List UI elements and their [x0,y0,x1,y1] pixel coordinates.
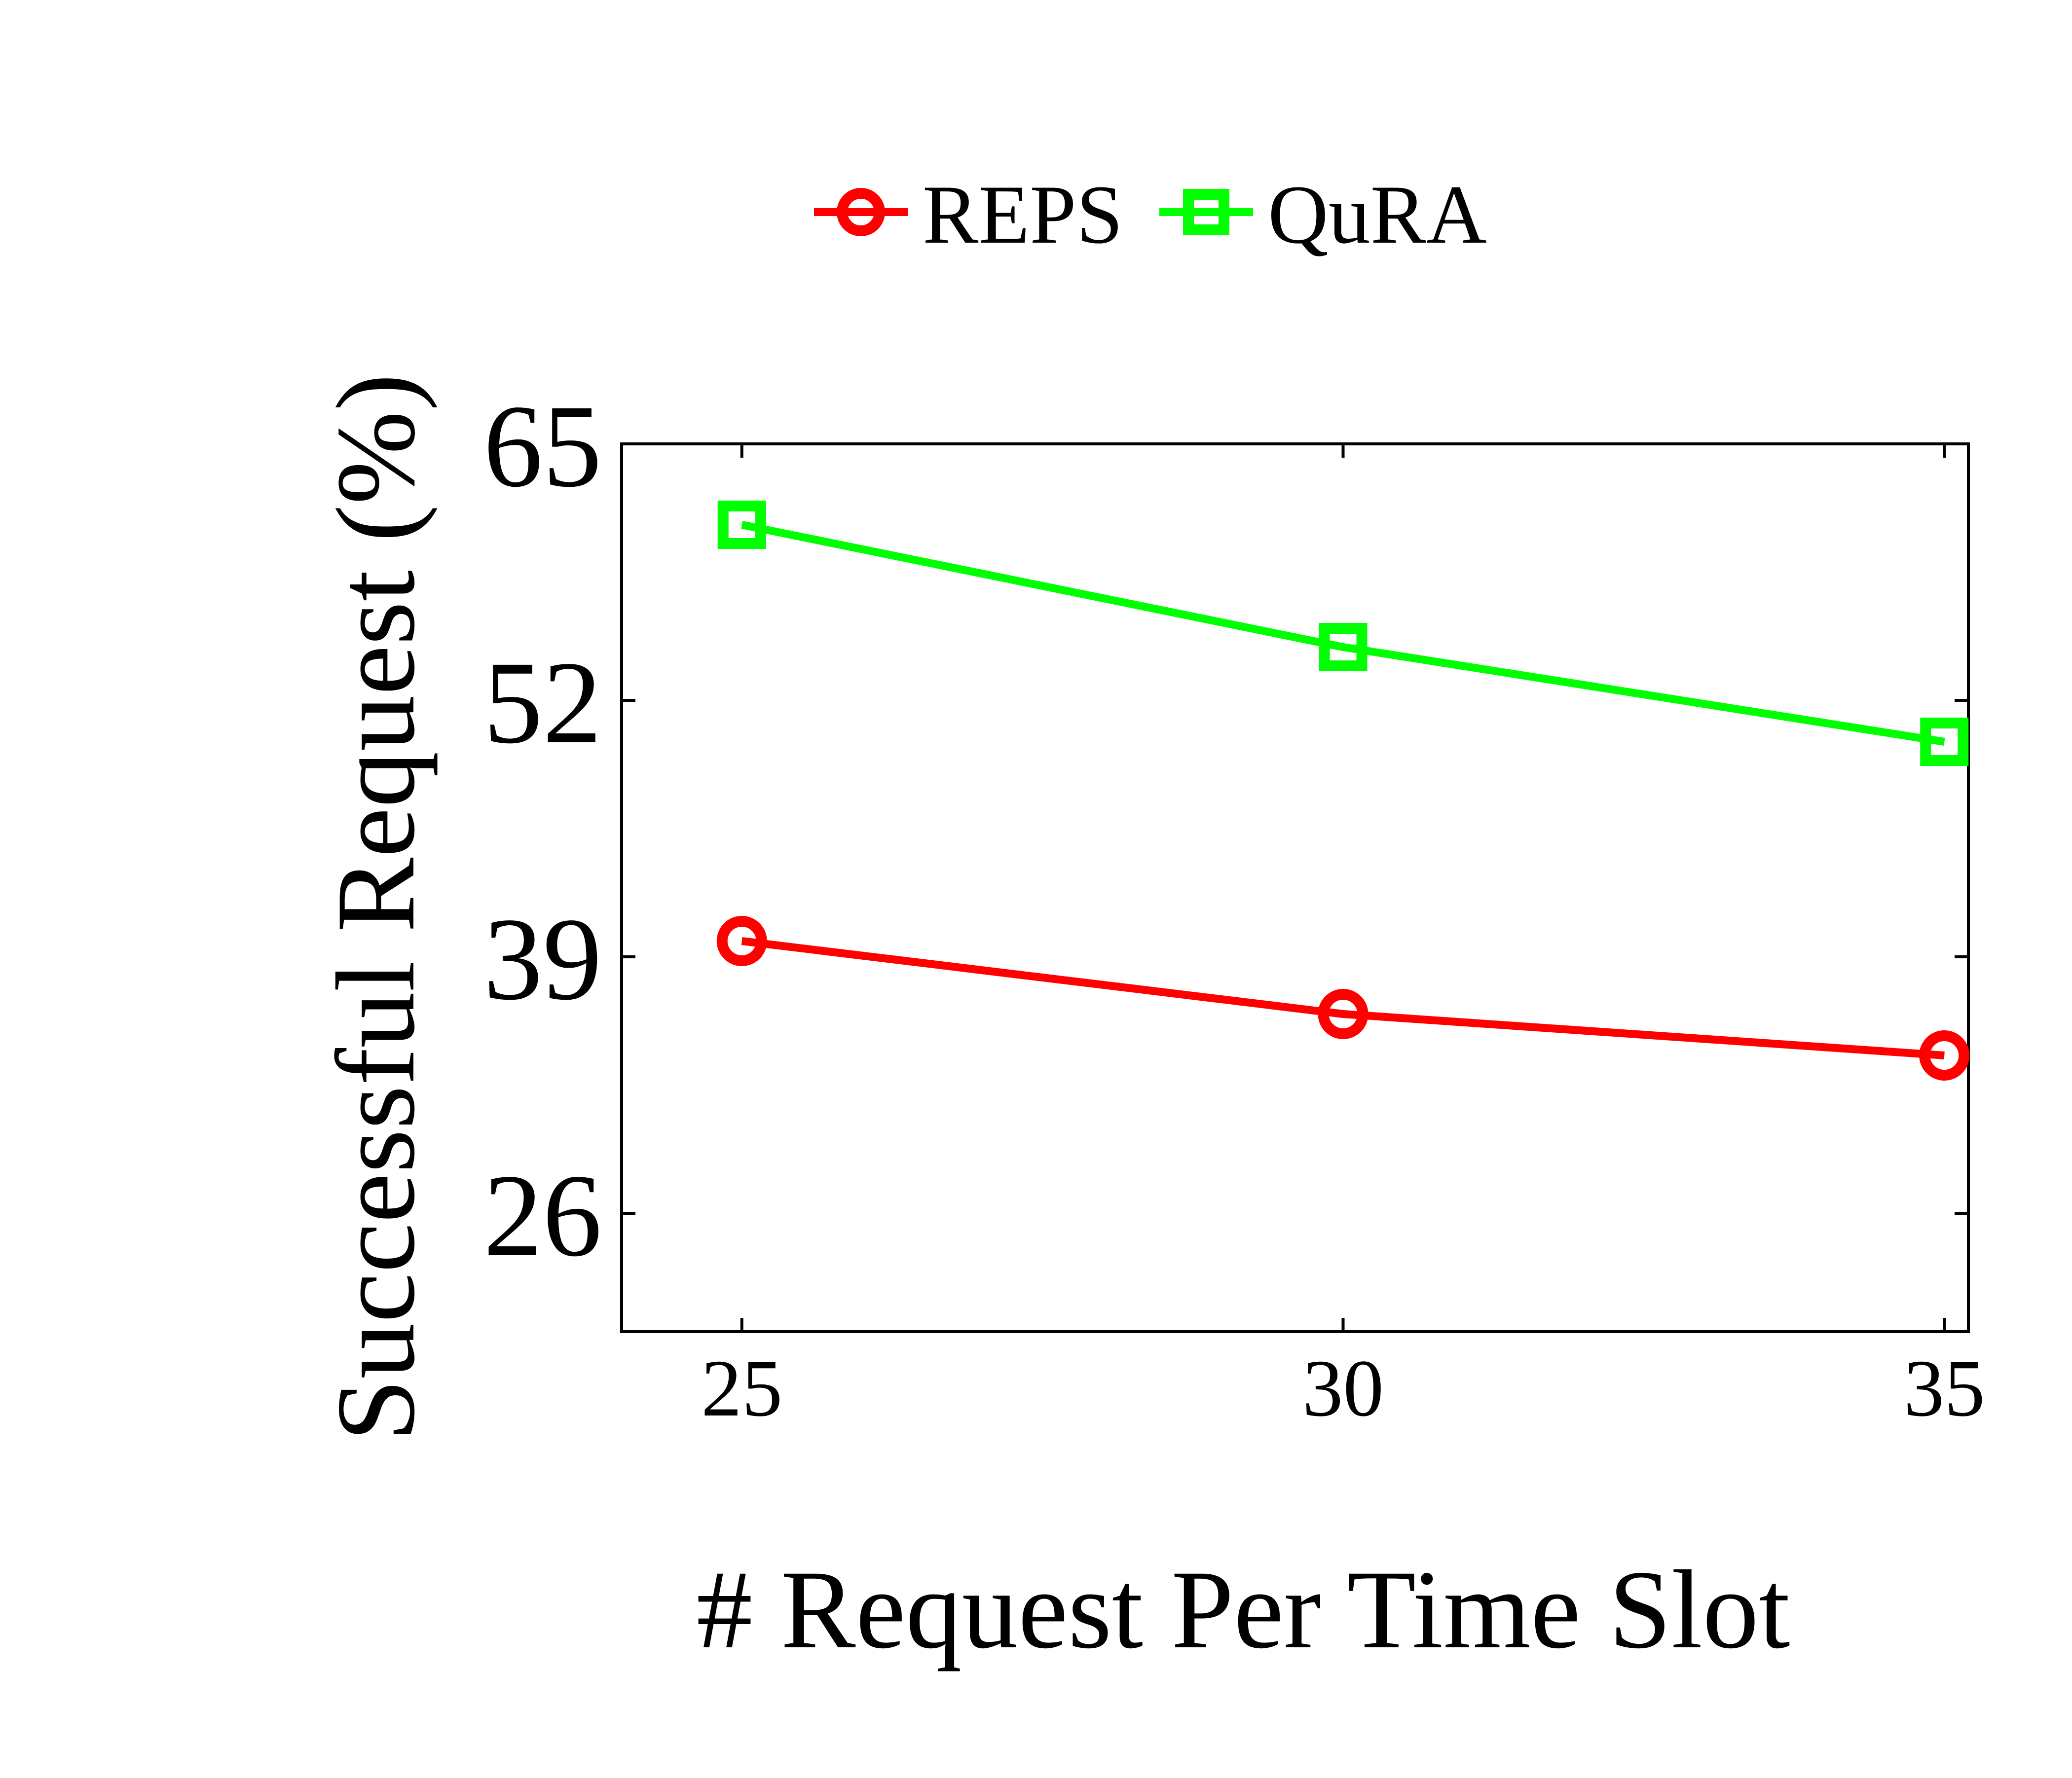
legend-marker [1183,189,1229,235]
x-axis-label: # Request Per Time Slot [697,1548,1790,1672]
series-reps-point [716,916,767,966]
legend-marker [837,188,885,236]
series-reps-point [1919,1030,1970,1081]
series-reps-point [1318,989,1369,1039]
legend-label: REPS [923,168,1123,261]
legend: REPS QuRA [814,168,1487,261]
series-qura [717,501,1969,766]
series-reps-line [741,937,1945,1059]
series-reps [716,916,1970,1081]
series-qura-point [1319,623,1368,671]
series-qura-point [1920,718,1969,766]
legend-item-reps: REPS [814,168,1123,261]
plot-frame [620,442,1970,1333]
y-axis-label: Successful Request (%) [314,373,438,1441]
y-tick-label: 26 [483,1150,602,1281]
legend-label: QuRA [1268,168,1487,261]
series-layer [716,501,1970,1081]
legend-item-qura: QuRA [1159,168,1487,261]
x-tick-label: 30 [1302,1343,1384,1433]
series-qura-line [741,521,1945,746]
plot-area [620,442,1970,1333]
x-tick-label: 25 [701,1343,782,1433]
series-qura-point [717,501,766,549]
x-tick-label: 35 [1904,1343,1985,1433]
y-axis: 26 39 52 65 [483,380,1968,1281]
y-tick-label: 39 [483,893,602,1024]
y-tick-label: 65 [483,380,602,511]
y-tick-label: 52 [483,637,602,768]
x-axis: 25 30 35 [701,444,1985,1433]
